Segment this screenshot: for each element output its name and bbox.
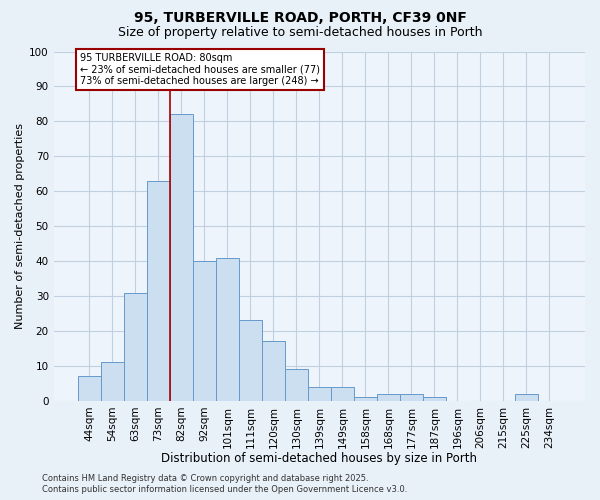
- Y-axis label: Number of semi-detached properties: Number of semi-detached properties: [15, 123, 25, 329]
- Bar: [101, 362, 124, 401]
- Bar: [331, 387, 354, 401]
- Bar: [400, 394, 423, 401]
- Bar: [377, 394, 400, 401]
- Bar: [354, 398, 377, 401]
- Bar: [308, 387, 331, 401]
- Bar: [147, 181, 170, 401]
- Text: Size of property relative to semi-detached houses in Porth: Size of property relative to semi-detach…: [118, 26, 482, 39]
- X-axis label: Distribution of semi-detached houses by size in Porth: Distribution of semi-detached houses by …: [161, 452, 478, 465]
- Bar: [124, 292, 147, 401]
- Bar: [193, 261, 216, 401]
- Text: 95, TURBERVILLE ROAD, PORTH, CF39 0NF: 95, TURBERVILLE ROAD, PORTH, CF39 0NF: [134, 12, 466, 26]
- Bar: [262, 342, 285, 401]
- Bar: [216, 258, 239, 401]
- Bar: [515, 394, 538, 401]
- Bar: [170, 114, 193, 401]
- Bar: [423, 398, 446, 401]
- Bar: [239, 320, 262, 401]
- Text: Contains HM Land Registry data © Crown copyright and database right 2025.
Contai: Contains HM Land Registry data © Crown c…: [42, 474, 407, 494]
- Bar: [78, 376, 101, 401]
- Bar: [285, 370, 308, 401]
- Text: 95 TURBERVILLE ROAD: 80sqm
← 23% of semi-detached houses are smaller (77)
73% of: 95 TURBERVILLE ROAD: 80sqm ← 23% of semi…: [80, 53, 320, 86]
